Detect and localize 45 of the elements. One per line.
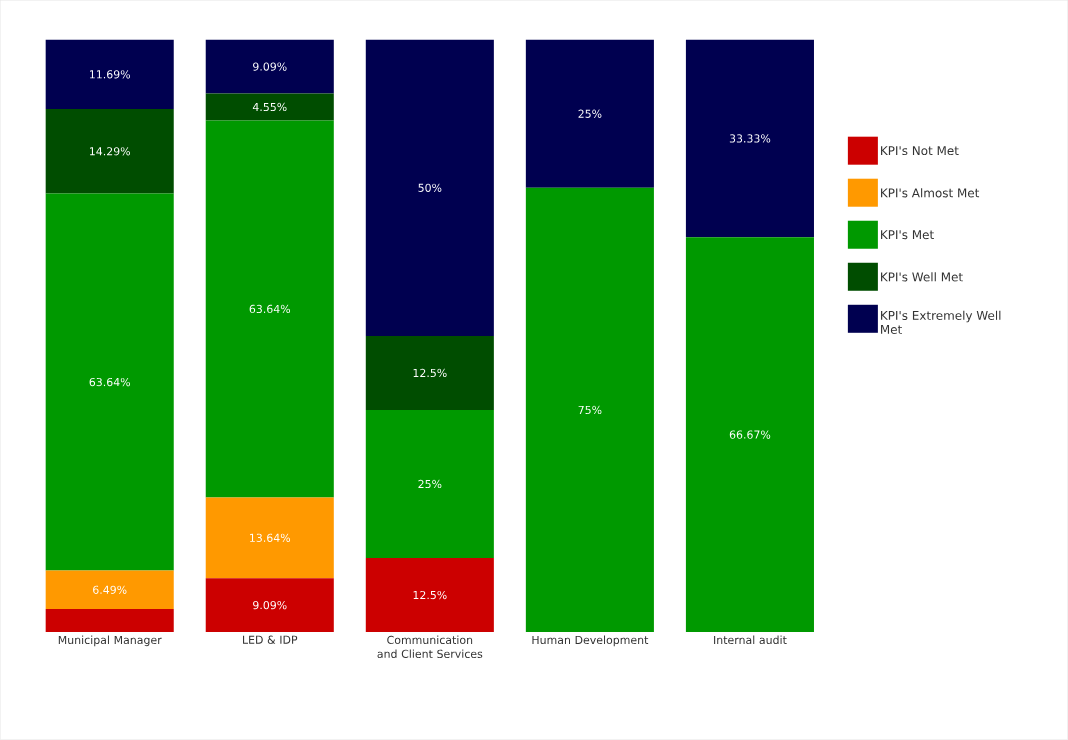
- data-label: 13.64%: [250, 533, 291, 543]
- bar: [365, 410, 494, 559]
- data-label: 9.09%: [253, 62, 287, 71]
- data-label: 25%: [418, 479, 442, 489]
- x-tick-label: Internal audit: [714, 635, 787, 645]
- legend-label: KPI's Not Met: [881, 146, 959, 156]
- data-label: 33.33%: [729, 134, 771, 143]
- data-label: 14.29%: [90, 147, 130, 156]
- legend-label: KPI's Well Met: [881, 272, 963, 282]
- legend-label: KPI's Met: [881, 230, 934, 240]
- data-label: 63.64%: [89, 378, 130, 387]
- bar: [205, 93, 334, 121]
- bar: [365, 335, 494, 411]
- bar: [205, 578, 334, 633]
- data-label: 11.69%: [90, 70, 130, 79]
- bar: [45, 609, 174, 633]
- bar: [525, 187, 654, 633]
- x-tick-label: Human Development: [532, 635, 649, 647]
- data-label: 12.5%: [413, 368, 447, 378]
- bar: [45, 193, 174, 571]
- data-label: 25%: [578, 109, 602, 118]
- bar: [45, 39, 174, 110]
- legend-label: KPI's Almost Met: [881, 188, 980, 198]
- data-label: 4.55%: [252, 102, 287, 112]
- data-label: 50%: [418, 183, 442, 193]
- bar: [365, 39, 494, 336]
- x-tick-label: LED & IDP: [243, 635, 298, 644]
- x-tick-label: Communication and Client Services: [377, 635, 483, 659]
- bar: [685, 237, 814, 633]
- x-tick-label: Municipal Manager: [58, 635, 162, 647]
- bar: [365, 558, 494, 633]
- bar: [45, 570, 174, 610]
- bar: [45, 109, 174, 194]
- data-label: 9.09%: [253, 601, 287, 610]
- data-label: 75%: [578, 405, 602, 415]
- bar: [205, 39, 334, 94]
- bar: [205, 497, 334, 579]
- data-label: 66.67%: [729, 430, 771, 439]
- bar: [525, 39, 654, 188]
- data-label: 6.49%: [93, 585, 127, 595]
- data-label: 12.5%: [413, 590, 447, 600]
- bar: [685, 39, 814, 238]
- data-label: 63.64%: [249, 304, 291, 314]
- bar: [205, 120, 334, 498]
- legend-label: KPI's Extremely Well Met: [881, 310, 1001, 335]
